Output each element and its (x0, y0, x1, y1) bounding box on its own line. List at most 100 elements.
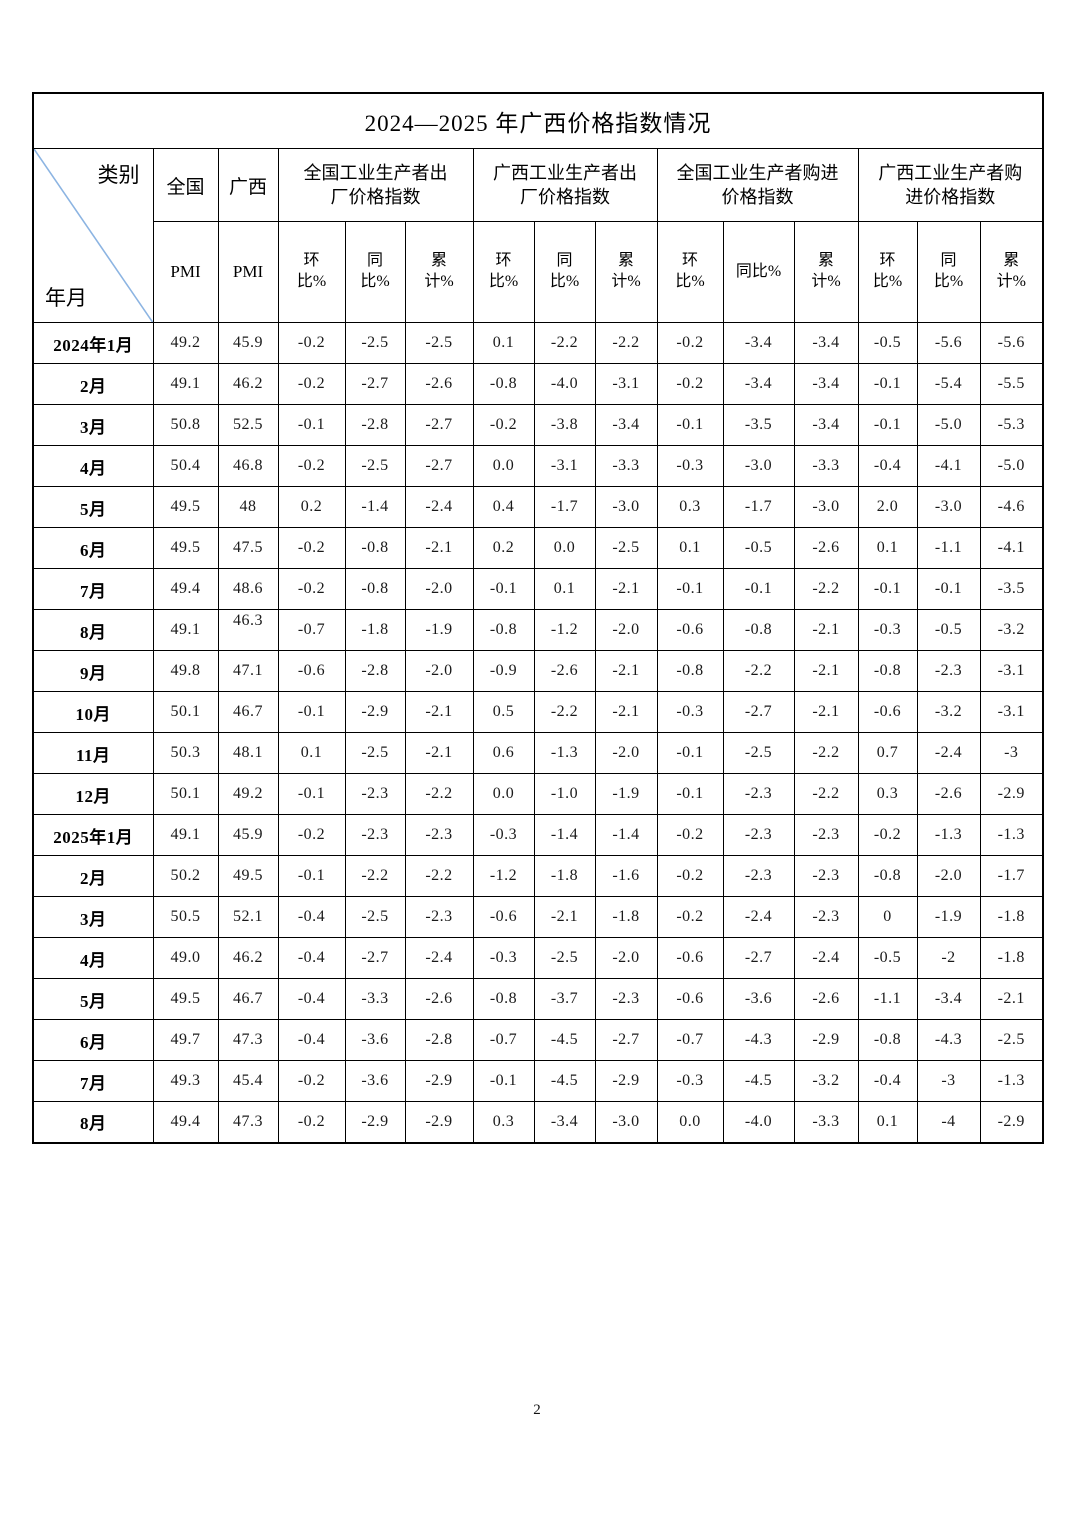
data-cell: -0.1 (656, 773, 724, 815)
data-cell: -2.1 (533, 896, 596, 938)
data-cell: 45.9 (217, 814, 279, 856)
data-cell: 49.5 (152, 486, 219, 528)
data-cell: -1.4 (344, 486, 406, 528)
data-cell: -0.8 (344, 568, 406, 610)
data-cell: 47.1 (217, 650, 279, 692)
corner-category-label: 类别 (97, 163, 140, 187)
data-cell: -0.8 (472, 609, 535, 651)
data-cell: -2.0 (404, 568, 474, 610)
data-cell: -2.6 (533, 650, 596, 692)
row-label: 11月 (32, 732, 154, 774)
data-cell: -0.7 (472, 1019, 535, 1061)
data-cell: 48.6 (217, 568, 279, 610)
data-cell: -2.3 (344, 773, 406, 815)
table-row: 3月 50.8 52.5 -0.1 -2.8 -2.7 -0.2 -3.8 -3.4 -0.1 -3… (32, 404, 1044, 446)
price-table-body: 2024年1月 49.2 45.9 -0.2 -2.5 -2.5 0.1 -2.2 -2.2 -0… (32, 322, 1044, 1143)
page-number: 2 (533, 1402, 541, 1418)
data-cell: 46.7 (217, 978, 279, 1020)
data-cell: -2.2 (344, 855, 406, 897)
data-cell: -1.7 (533, 486, 596, 528)
data-cell: -5.6 (979, 322, 1044, 364)
data-cell: -0.7 (277, 609, 346, 651)
data-cell: -1.1 (916, 527, 981, 569)
data-cell: -3.0 (594, 1101, 658, 1143)
group-header-national-ppi-purchase: 全国工业生产者购进 价格指数 (656, 148, 859, 222)
data-cell: -4.3 (722, 1019, 795, 1061)
data-cell: 0.1 (857, 527, 918, 569)
table-row: 12月 50.1 49.2 -0.1 -2.3 -2.2 0.0 -1.0 -1.9 -0.1 -2… (32, 773, 1044, 815)
group-header-guangxi-ppi-purchase: 广西工业生产者购 进价格指数 (857, 148, 1044, 222)
group-header-national-ppi-factory: 全国工业生产者出 厂价格指数 (277, 148, 474, 222)
data-cell: -2.0 (594, 937, 658, 979)
data-cell: 49.3 (152, 1060, 219, 1102)
data-cell: -0.2 (656, 896, 724, 938)
data-cell: -1.6 (594, 855, 658, 897)
data-cell: 49.5 (152, 978, 219, 1020)
data-cell: -0.1 (277, 773, 346, 815)
row-label: 10月 (32, 691, 154, 733)
data-cell: -1.1 (857, 978, 918, 1020)
data-cell: -2.1 (404, 527, 474, 569)
data-cell: -2.9 (979, 773, 1044, 815)
data-cell: 47.3 (217, 1101, 279, 1143)
row-label: 3月 (32, 404, 154, 446)
data-cell: 49.1 (152, 814, 219, 856)
data-cell: 0.1 (277, 732, 346, 774)
data-cell: -2.6 (793, 978, 859, 1020)
data-cell: 0.0 (472, 445, 535, 487)
row-label: 9月 (32, 650, 154, 692)
pmi-header-guangxi: PMI (217, 221, 279, 323)
data-cell: 46.7 (217, 691, 279, 733)
data-cell: -2.7 (344, 937, 406, 979)
data-cell: 49.1 (152, 609, 219, 651)
data-cell: -0.1 (656, 404, 724, 446)
data-cell: -2.9 (979, 1101, 1044, 1143)
data-cell: -0.2 (472, 404, 535, 446)
data-cell: -2.1 (793, 691, 859, 733)
data-cell: 49.5 (217, 855, 279, 897)
data-cell: -2.1 (793, 650, 859, 692)
row-label: 5月 (32, 978, 154, 1020)
data-cell: 49.5 (152, 527, 219, 569)
data-cell: -0.1 (857, 568, 918, 610)
table-row: 2月 49.1 46.2 -0.2 -2.7 -2.6 -0.8 -4.0 -3.1 -0.2 -3… (32, 363, 1044, 405)
data-cell: -2.5 (344, 732, 406, 774)
pmi-header-national: PMI (152, 221, 219, 323)
data-cell: -0.5 (722, 527, 795, 569)
data-cell: -2.6 (404, 978, 474, 1020)
data-cell: 45.4 (217, 1060, 279, 1102)
data-cell: -0.2 (656, 322, 724, 364)
row-label: 6月 (32, 527, 154, 569)
data-cell: -1.9 (594, 773, 658, 815)
row-label: 2024年1月 (32, 322, 154, 364)
row-label: 3月 (32, 896, 154, 938)
row-label: 8月 (32, 1101, 154, 1143)
data-cell: -3.5 (722, 404, 795, 446)
data-cell: -2.5 (979, 1019, 1044, 1061)
data-cell: -0.8 (857, 1019, 918, 1061)
row-label: 2025年1月 (32, 814, 154, 856)
data-cell: 0.1 (472, 322, 535, 364)
data-cell: -2.9 (594, 1060, 658, 1102)
data-cell: 50.3 (152, 732, 219, 774)
data-cell: -2.7 (722, 691, 795, 733)
data-cell: -0.6 (656, 978, 724, 1020)
table-row: 6月 49.5 47.5 -0.2 -0.8 -2.1 0.2 0.0 -2.5 0.1 -0.5-… (32, 527, 1044, 569)
table-row: 11月 50.3 48.1 0.1 -2.5 -2.1 0.6 -1.3 -2.0 -0.1 -2.… (32, 732, 1044, 774)
data-cell: -0.1 (277, 404, 346, 446)
data-cell: -3.1 (979, 691, 1044, 733)
data-cell: -1.0 (533, 773, 596, 815)
data-cell: -3.1 (979, 650, 1044, 692)
data-cell: -4.0 (533, 363, 596, 405)
data-cell: -2.3 (722, 814, 795, 856)
data-cell: -1.7 (979, 855, 1044, 897)
data-cell: -2.4 (916, 732, 981, 774)
data-cell: -0.5 (857, 322, 918, 364)
data-cell: -0.2 (277, 814, 346, 856)
data-cell: -0.8 (722, 609, 795, 651)
data-cell: -2.0 (404, 650, 474, 692)
row-label: 4月 (32, 445, 154, 487)
data-cell: -5.4 (916, 363, 981, 405)
row-label: 2月 (32, 855, 154, 897)
data-cell: -3.0 (916, 486, 981, 528)
